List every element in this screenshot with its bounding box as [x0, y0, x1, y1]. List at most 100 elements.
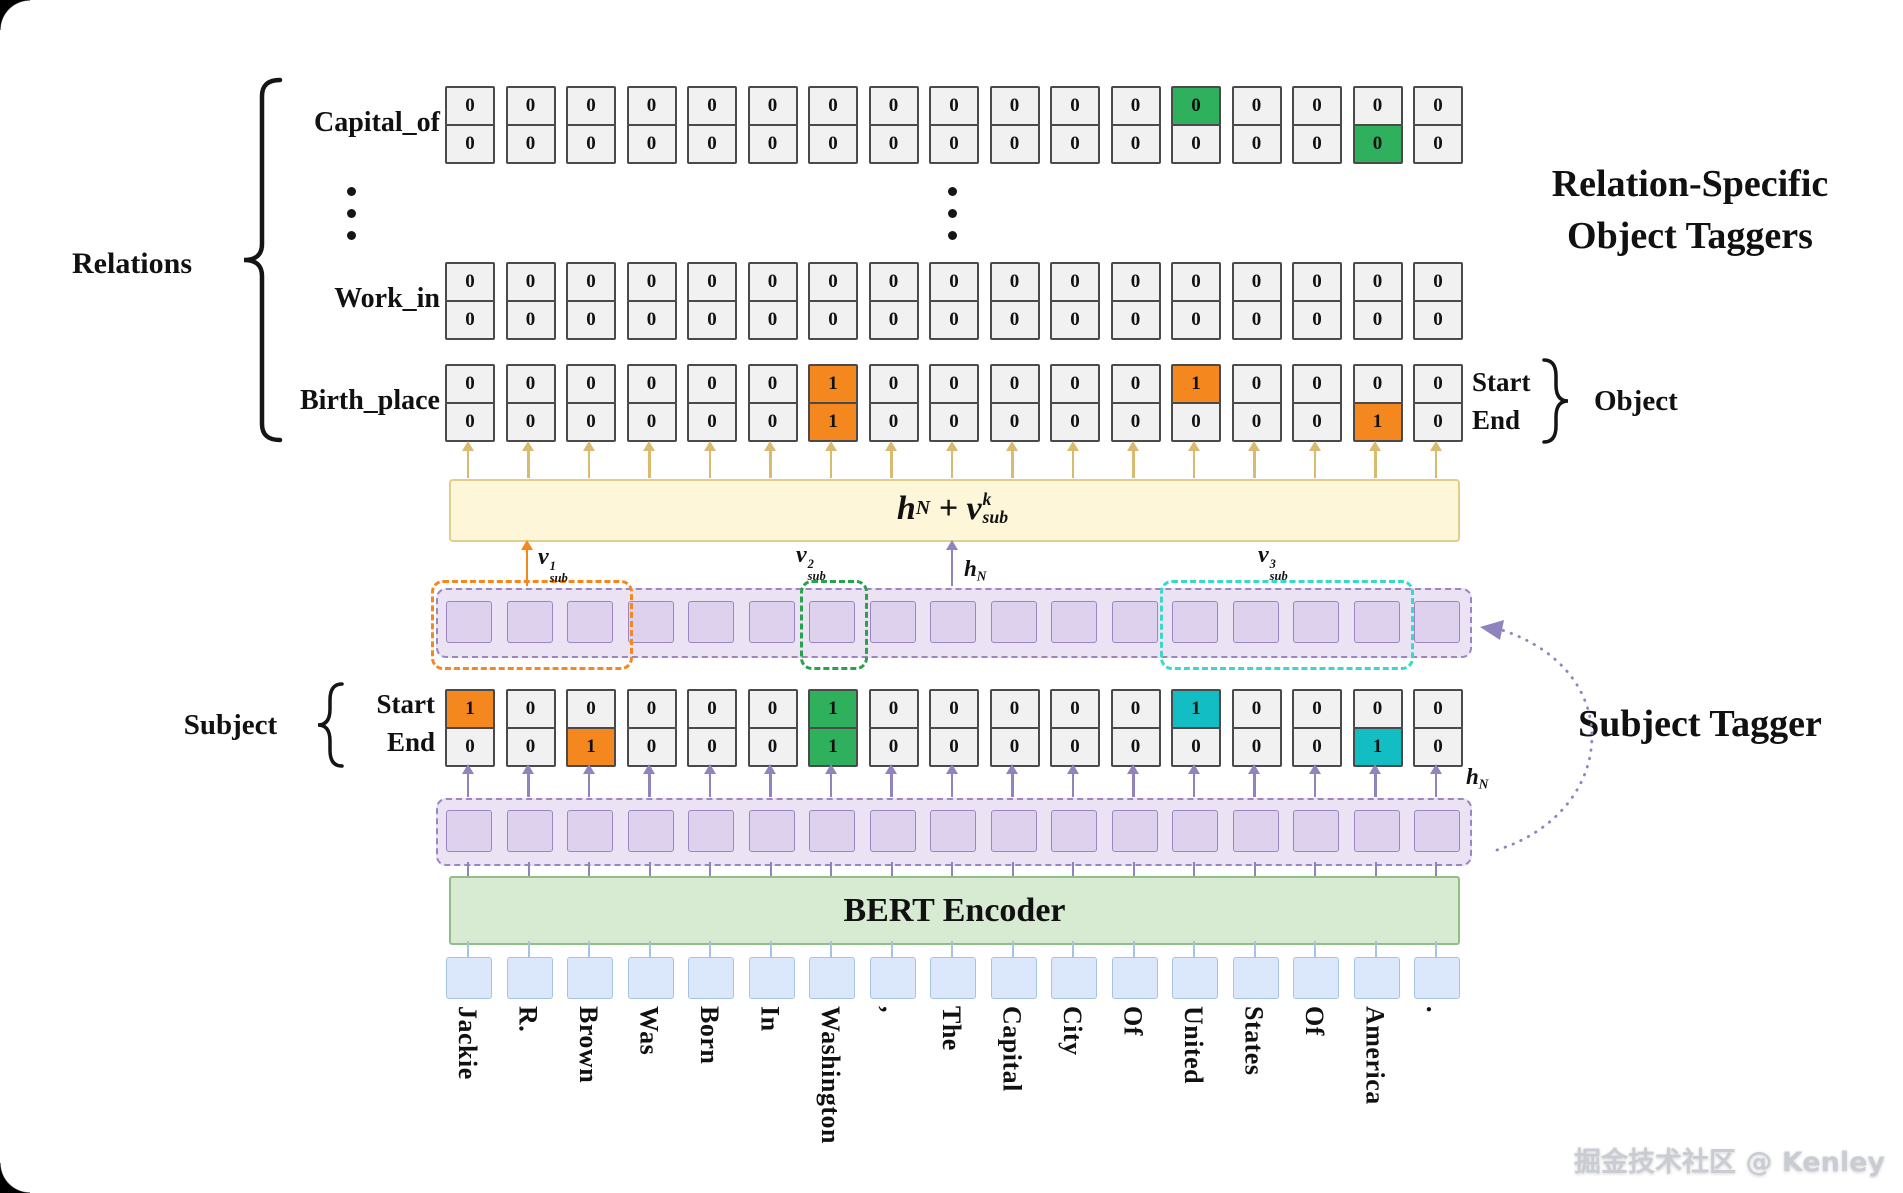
subject-end-cell-15: 1	[1352, 727, 1403, 767]
token-box-7	[869, 957, 916, 999]
work-in-end-cell-12: 0	[1171, 300, 1221, 340]
capital-of-end-cell-15: 0	[1352, 124, 1403, 164]
bert-to-hidden-line-5	[769, 862, 772, 876]
birth-place-end-cell-3: 0	[626, 402, 677, 442]
work-in-end-cell-13: 0	[1231, 300, 1282, 340]
subject-end-cell-14: 0	[1292, 727, 1342, 767]
token-to-bert-line-16	[1435, 941, 1437, 957]
work-in-end-cell-3: 0	[626, 300, 677, 340]
subject-tagger-arrow-10-line	[1071, 772, 1075, 797]
subject-tagger-arrow-1-line	[527, 772, 530, 797]
birth-place-end-cell-8: 0	[929, 402, 979, 442]
work-in-start-cell-8: 0	[929, 262, 979, 302]
hidden-state-cell-bottom-3	[627, 810, 674, 852]
bert-to-hidden-line-1	[527, 862, 530, 876]
bert-to-hidden-line-3	[648, 862, 651, 876]
hidden-state-cell-bottom-4	[688, 810, 734, 852]
token-box-0	[446, 957, 492, 999]
token-label-3: Was	[634, 1006, 664, 1056]
hidden-state-cell-top-9	[990, 601, 1037, 643]
hidden-state-cell-top-15	[1353, 601, 1400, 643]
work-in-start-cell-3: 0	[626, 262, 677, 302]
capital-of-start-cell-3: 0	[626, 86, 677, 126]
work-in-end-cell-6: 0	[808, 300, 858, 340]
object-tagger-arrow-2-head	[582, 441, 595, 451]
hidden-state-cell-bottom-12	[1172, 810, 1218, 852]
object-tagger-arrow-7-line	[890, 449, 893, 478]
work-in-start-cell-5: 0	[747, 262, 798, 302]
object-end-label: End	[1472, 405, 1521, 435]
capital-of-end-cell-11: 0	[1110, 124, 1161, 164]
subject-tagger-arrow-15-line	[1374, 772, 1377, 797]
birth-place-end-cell-2: 0	[566, 402, 616, 442]
capital-of-end-cell-6: 0	[808, 124, 858, 164]
bert-to-hidden-line-13	[1253, 862, 1256, 876]
subject-tagger-arrow-1-head	[522, 764, 534, 774]
rounded-corner-top-left	[0, 0, 30, 30]
subject-end-cell-0: 0	[445, 727, 495, 767]
bert-to-hidden-line-11	[1132, 862, 1135, 876]
subject-end-cell-1: 0	[505, 727, 556, 767]
hidden-state-cell-top-7	[869, 601, 916, 643]
birth-place-start-cell-10: 0	[1050, 364, 1100, 404]
hidden-state-cell-bottom-15	[1353, 810, 1400, 852]
object-brace	[1542, 358, 1569, 444]
birth-place-start-cell-9: 0	[989, 364, 1040, 404]
relations-brace	[243, 77, 283, 443]
subject-start-cell-0: 1	[445, 689, 495, 729]
hn-label-mid: hN	[964, 556, 987, 584]
birth-place-start-cell-11: 0	[1110, 364, 1161, 404]
subject-end-cell-6: 1	[808, 727, 858, 767]
token-to-bert-line-7	[890, 941, 893, 957]
token-box-5	[748, 957, 795, 999]
subject-tagger-arrow-12-line	[1192, 772, 1196, 797]
subject-tagger-arrow-14-line	[1313, 772, 1317, 797]
capital-of-start-cell-0: 0	[445, 86, 495, 126]
subject-tagger-arrow-5-line	[769, 772, 772, 797]
hidden-state-cell-top-16	[1414, 601, 1460, 643]
object-tagger-arrow-5-line	[769, 449, 772, 478]
token-label-9: Capital	[997, 1006, 1027, 1092]
work-in-start-cell-4: 0	[687, 262, 737, 302]
subject-end-cell-11: 0	[1110, 727, 1161, 767]
token-to-bert-line-15	[1374, 941, 1377, 957]
subject-brace	[317, 682, 344, 768]
object-tagger-arrow-8-line	[950, 449, 954, 478]
subject-start-cell-3: 0	[626, 689, 677, 729]
token-box-8	[930, 957, 976, 999]
work-in-end-cell-1: 0	[505, 300, 556, 340]
token-box-1	[506, 957, 553, 999]
object-tagger-arrow-0-line	[466, 449, 470, 478]
hidden-state-cell-top-11	[1111, 601, 1158, 643]
subject-start-cell-11: 0	[1110, 689, 1161, 729]
birth-place-start-cell-14: 0	[1292, 364, 1342, 404]
capital-of-end-cell-12: 0	[1171, 124, 1221, 164]
birth-place-start-cell-0: 0	[445, 364, 495, 404]
subject-tagger-arrow-7-head	[885, 764, 897, 774]
birth-place-end-cell-14: 0	[1292, 402, 1342, 442]
token-box-9	[990, 957, 1037, 999]
hidden-state-cell-top-3	[627, 601, 674, 643]
hidden-state-cell-top-12	[1172, 601, 1218, 643]
token-to-bert-line-4	[709, 941, 711, 957]
token-to-bert-line-12	[1193, 941, 1195, 957]
object-tagger-arrow-7-head	[885, 441, 897, 451]
token-box-16	[1414, 957, 1460, 999]
object-tagger-arrow-9-line	[1011, 449, 1014, 478]
subject-tagger-arrow-16-head	[1429, 764, 1442, 774]
object-tagger-arrow-12-line	[1192, 449, 1196, 478]
capital-of-end-cell-10: 0	[1050, 124, 1100, 164]
object-tagger-arrow-8-head	[945, 441, 958, 451]
object-tagger-arrow-3-head	[643, 441, 655, 451]
token-to-bert-line-6	[830, 941, 832, 957]
hidden-state-cell-bottom-13	[1232, 810, 1279, 852]
subject-tagger-arrow-2-head	[582, 764, 595, 774]
vsub2-label: v 2 sub	[796, 542, 826, 584]
capital-of-start-cell-15: 0	[1352, 86, 1403, 126]
birth-place-end-cell-11: 0	[1110, 402, 1161, 442]
capital-of-end-cell-5: 0	[747, 124, 798, 164]
subject-tagger-arrow-16-line	[1434, 772, 1438, 797]
capital-of-start-cell-13: 0	[1231, 86, 1282, 126]
bert-to-hidden-line-12	[1193, 862, 1195, 876]
subject-start-cell-15: 0	[1352, 689, 1403, 729]
